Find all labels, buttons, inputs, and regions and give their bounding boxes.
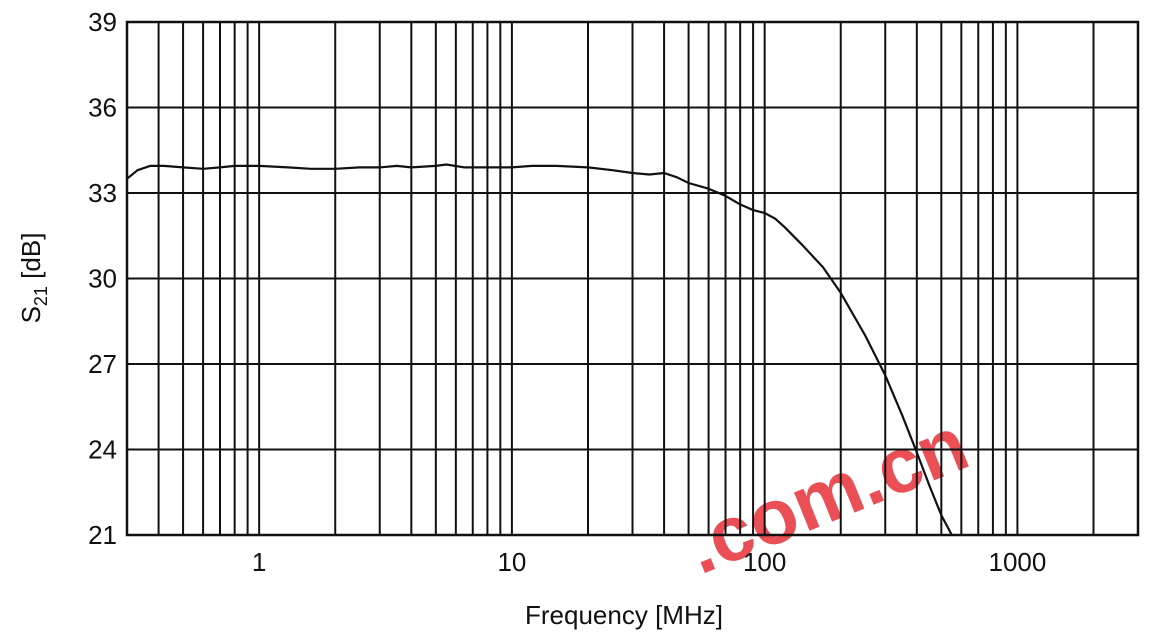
y-tick-label: 27 xyxy=(88,349,117,379)
y-axis-title-main: S xyxy=(16,306,46,323)
x-axis-title: Frequency [MHz] xyxy=(525,600,723,630)
y-tick-label: 21 xyxy=(88,520,117,550)
plot-border xyxy=(125,20,1140,537)
y-tick-labels: 21 24 27 30 33 36 39 xyxy=(88,7,117,550)
s21-curve xyxy=(126,163,953,536)
grid xyxy=(126,22,1138,535)
x-tick-labels: 1 10 100 1000 xyxy=(252,547,1046,577)
y-tick-label: 39 xyxy=(88,7,117,37)
y-axis-title: S21 [dB] xyxy=(16,233,51,324)
plot-frame xyxy=(125,20,1140,537)
x-tick-label: 1000 xyxy=(988,547,1046,577)
y-axis-title-unit: [dB] xyxy=(16,233,46,286)
y-axis-title-subscript: 21 xyxy=(31,286,51,306)
x-tick-label: 1 xyxy=(252,547,266,577)
y-tick-label: 33 xyxy=(88,178,117,208)
y-tick-label: 36 xyxy=(88,93,117,123)
y-tick-label: 30 xyxy=(88,264,117,294)
x-tick-label: 100 xyxy=(743,547,786,577)
y-tick-label: 24 xyxy=(88,435,117,465)
series-layer xyxy=(126,163,953,536)
x-tick-label: 10 xyxy=(497,547,526,577)
